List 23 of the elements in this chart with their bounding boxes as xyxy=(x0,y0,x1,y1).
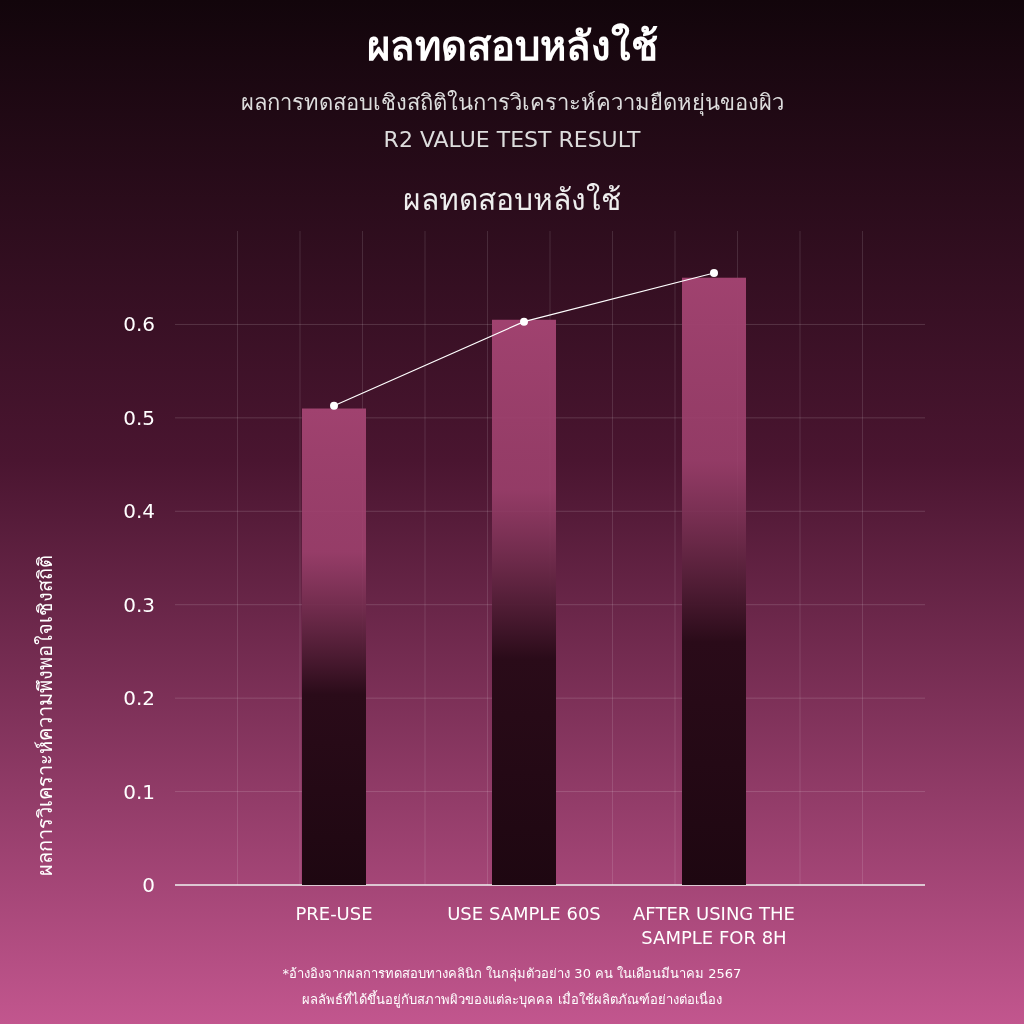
chart-subtitle: ผลการทดสอบเชิงสถิติในการวิเคราะห์ความยืดหยุ่นของผิว xyxy=(240,90,784,116)
point xyxy=(710,269,718,278)
y-tick-label: 0.3 xyxy=(123,592,155,617)
bar xyxy=(302,408,366,885)
text: *อ้างอิงจากผลการทดสอบทางคลินิก ในกลุ่มตัวอย่าง 30 คน ในเดือนมีนาคม 2567 xyxy=(282,966,742,982)
bar xyxy=(682,277,746,885)
y-tick-label: 0.4 xyxy=(123,499,155,524)
x-tick-label: AFTER USING THE SAMPLE FOR 8H xyxy=(633,903,795,948)
chart-title: ผลทดสอบหลังใช้ xyxy=(366,23,658,69)
x-tick-label: PRE-USE xyxy=(295,903,373,924)
y-tick-label: 0.5 xyxy=(123,405,155,430)
point xyxy=(520,317,528,326)
point xyxy=(330,401,338,410)
text: R2 VALUE TEST RESULT xyxy=(383,127,641,152)
y-tick-label: 0 xyxy=(142,873,155,897)
x-tick-label: USE SAMPLE 60S xyxy=(447,903,601,924)
text: ผลลัพธ์ที่ได้ขึ้นอยู่กับสภาพผิวของแต่ละบุคคล เมื่อใช้ผลิตภัณฑ์อย่างต่อเนื่อง xyxy=(302,990,722,1008)
bar xyxy=(492,319,556,885)
y-tick-label: 0.2 xyxy=(123,686,155,711)
text: ผลทดสอบหลังใช้ xyxy=(403,182,621,217)
y-tick-label: 0.6 xyxy=(123,312,155,337)
y-tick-label: 0.1 xyxy=(123,779,155,804)
y-axis-title: ผลการวิเคราะห์ความพึงพอใจเชิงสถิติ xyxy=(33,554,57,876)
